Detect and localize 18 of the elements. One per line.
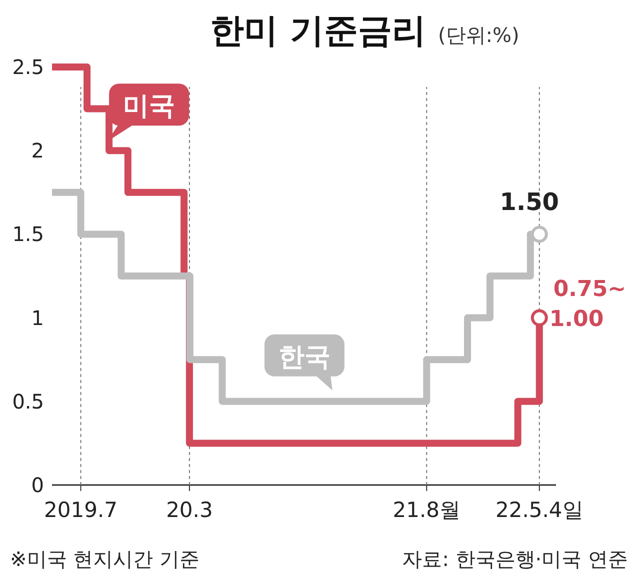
y-tick-label: 1.5: [12, 222, 44, 246]
x-tick-label: 2019.7: [44, 498, 118, 522]
series-label: 미국: [123, 92, 176, 122]
text: ※미국 현지시간 기준: [10, 547, 200, 571]
x-tick-label: 20.3: [166, 498, 213, 522]
y-tick-label: 0: [31, 473, 44, 497]
annotation: 1.50: [500, 188, 559, 216]
annotation: 0.75~ 1.00: [549, 276, 626, 332]
y-tick-label: 1: [31, 306, 44, 330]
text: 자료: 한국은행·미국 연준: [402, 547, 628, 571]
x-tick-label: 22.5.4일: [495, 498, 584, 522]
y-tick-label: 2: [31, 138, 44, 163]
series-label: 한국: [278, 342, 330, 372]
y-tick-label: 0.5: [12, 389, 44, 414]
y-tick-label: 2.5: [12, 55, 44, 79]
chart-title: 한미 기준금리: [210, 11, 426, 51]
chart-subtitle: (단위:%): [438, 23, 520, 47]
x-tick-label: 21.8월: [392, 498, 461, 522]
